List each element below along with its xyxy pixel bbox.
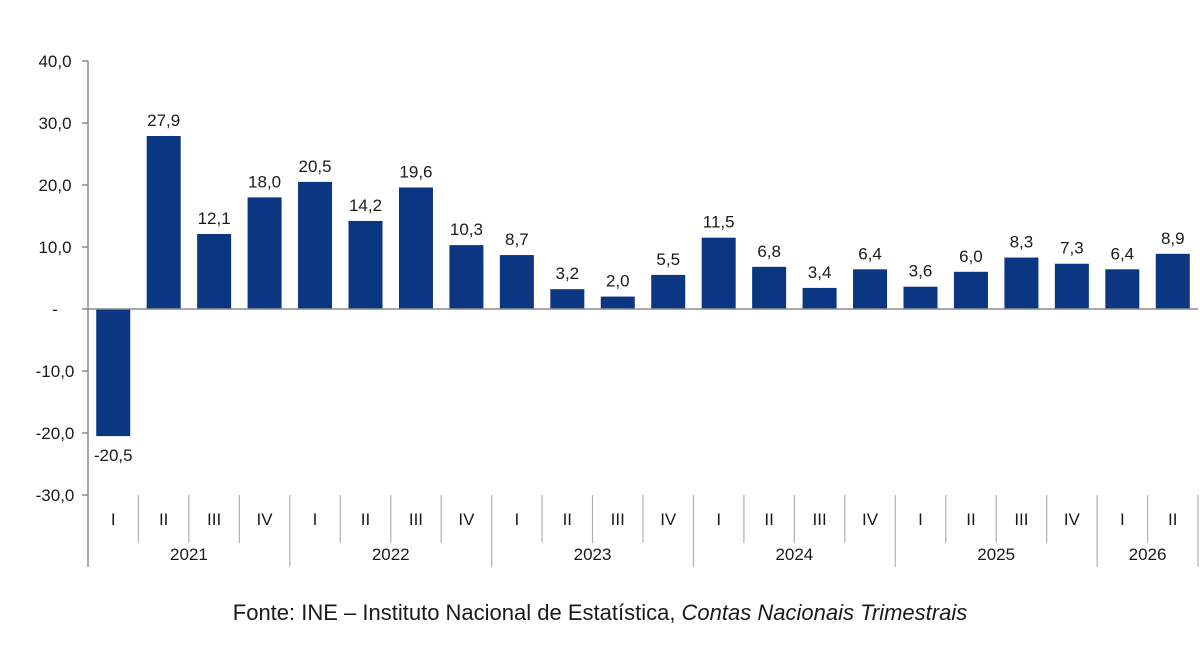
source-publication: Contas Nacionais Trimestrais	[681, 600, 968, 625]
bar-value-label: 8,3	[1010, 233, 1034, 252]
bar	[146, 136, 181, 309]
bar-value-label: 19,6	[399, 162, 432, 181]
bar	[1004, 257, 1039, 309]
bar	[96, 309, 131, 437]
bar-value-label: 11,5	[703, 213, 735, 232]
x-tick-label: I	[111, 510, 116, 529]
x-tick-label: I	[918, 510, 923, 529]
bar-value-label: 3,2	[555, 264, 579, 283]
bar	[247, 197, 282, 309]
bar-value-label: 3,6	[909, 262, 933, 281]
x-group-label: 2023	[574, 545, 612, 564]
bar-value-label: 3,4	[808, 263, 832, 282]
source-text: Fonte: INE – Instituto Nacional de Estat…	[232, 600, 682, 625]
bar	[802, 287, 837, 309]
x-group-label: 2022	[372, 545, 410, 564]
bar-value-label: 8,9	[1161, 229, 1185, 248]
x-tick-label: I	[514, 510, 519, 529]
bar-value-label: 14,2	[349, 196, 382, 215]
bar	[499, 255, 534, 309]
x-tick-label: IV	[458, 510, 475, 529]
x-group-label: 2025	[977, 545, 1015, 564]
bar-value-label: 18,0	[248, 172, 281, 191]
y-tick-label: 10,0	[38, 238, 71, 257]
bar-value-label: 12,1	[198, 209, 231, 228]
bar	[197, 233, 232, 309]
bar	[1155, 253, 1190, 309]
x-tick-label: IV	[257, 510, 274, 529]
bar	[651, 274, 686, 309]
x-tick-label: II	[966, 510, 975, 529]
y-tick-label: -10,0	[36, 362, 75, 381]
x-tick-label: IV	[862, 510, 879, 529]
bar-value-label: -20,5	[94, 446, 133, 465]
x-tick-label: III	[813, 510, 827, 529]
x-tick-label: III	[1014, 510, 1028, 529]
y-tick-label: 20,0	[38, 176, 71, 195]
bar	[701, 237, 736, 309]
source-note: Fonte: INE – Instituto Nacional de Estat…	[0, 600, 1200, 626]
bar	[1105, 269, 1140, 309]
bar	[398, 187, 433, 309]
x-tick-label: IV	[660, 510, 677, 529]
y-tick-label: -	[52, 300, 58, 319]
x-tick-label: I	[1120, 510, 1125, 529]
bar-value-label: 2,0	[606, 272, 630, 291]
y-tick-label: -30,0	[36, 486, 75, 505]
bar	[1054, 263, 1089, 309]
y-tick-label: 40,0	[38, 52, 71, 71]
x-tick-label: II	[563, 510, 572, 529]
bar	[953, 271, 988, 309]
x-tick-label: I	[716, 510, 721, 529]
bar	[600, 296, 635, 309]
y-axis: -30,0-20,0-10,0-10,020,030,040,0	[36, 52, 89, 567]
x-group-label: 2021	[170, 545, 208, 564]
bar	[550, 289, 585, 309]
bar-value-label: 6,0	[959, 247, 983, 266]
y-tick-label: -20,0	[36, 424, 75, 443]
x-tick-label: III	[409, 510, 423, 529]
bar	[903, 286, 938, 309]
bar-value-label: 6,8	[757, 242, 781, 261]
x-tick-label: IV	[1064, 510, 1081, 529]
x-axis: I II III IV I II III IV I II III IV I II III IV I II III IV…	[88, 308, 1199, 567]
bar-value-label: 8,7	[505, 230, 529, 249]
bar-value-label: 7,3	[1060, 239, 1084, 258]
bar-value-label: 5,5	[656, 250, 680, 269]
bar	[449, 245, 484, 309]
bar	[348, 220, 383, 309]
bar	[298, 181, 333, 309]
x-tick-label: III	[611, 510, 625, 529]
bar-value-label: 27,9	[147, 111, 180, 130]
x-group-label: 2026	[1129, 545, 1167, 564]
x-tick-label: II	[159, 510, 168, 529]
bar-value-label: 20,5	[298, 157, 331, 176]
bar-value-label: 10,3	[450, 220, 483, 239]
bars	[96, 136, 1190, 437]
x-tick-label: III	[207, 510, 221, 529]
x-group-label: 2024	[775, 545, 813, 564]
bar-value-label: 6,4	[1110, 244, 1134, 263]
x-tick-label: II	[764, 510, 773, 529]
bar	[853, 269, 888, 309]
x-tick-label: I	[313, 510, 318, 529]
bar-chart: -30,0-20,0-10,0-10,020,030,040,0 -20,527…	[36, 52, 1199, 567]
x-tick-label: II	[361, 510, 370, 529]
x-tick-label: II	[1168, 510, 1177, 529]
bar-value-label: 6,4	[858, 244, 882, 263]
y-tick-label: 30,0	[38, 114, 71, 133]
bar	[752, 266, 787, 309]
value-labels: -20,5 27,9 12,1 18,0 20,5 14,2 19,6 10,3 8,7 3,2 2…	[94, 111, 1185, 465]
